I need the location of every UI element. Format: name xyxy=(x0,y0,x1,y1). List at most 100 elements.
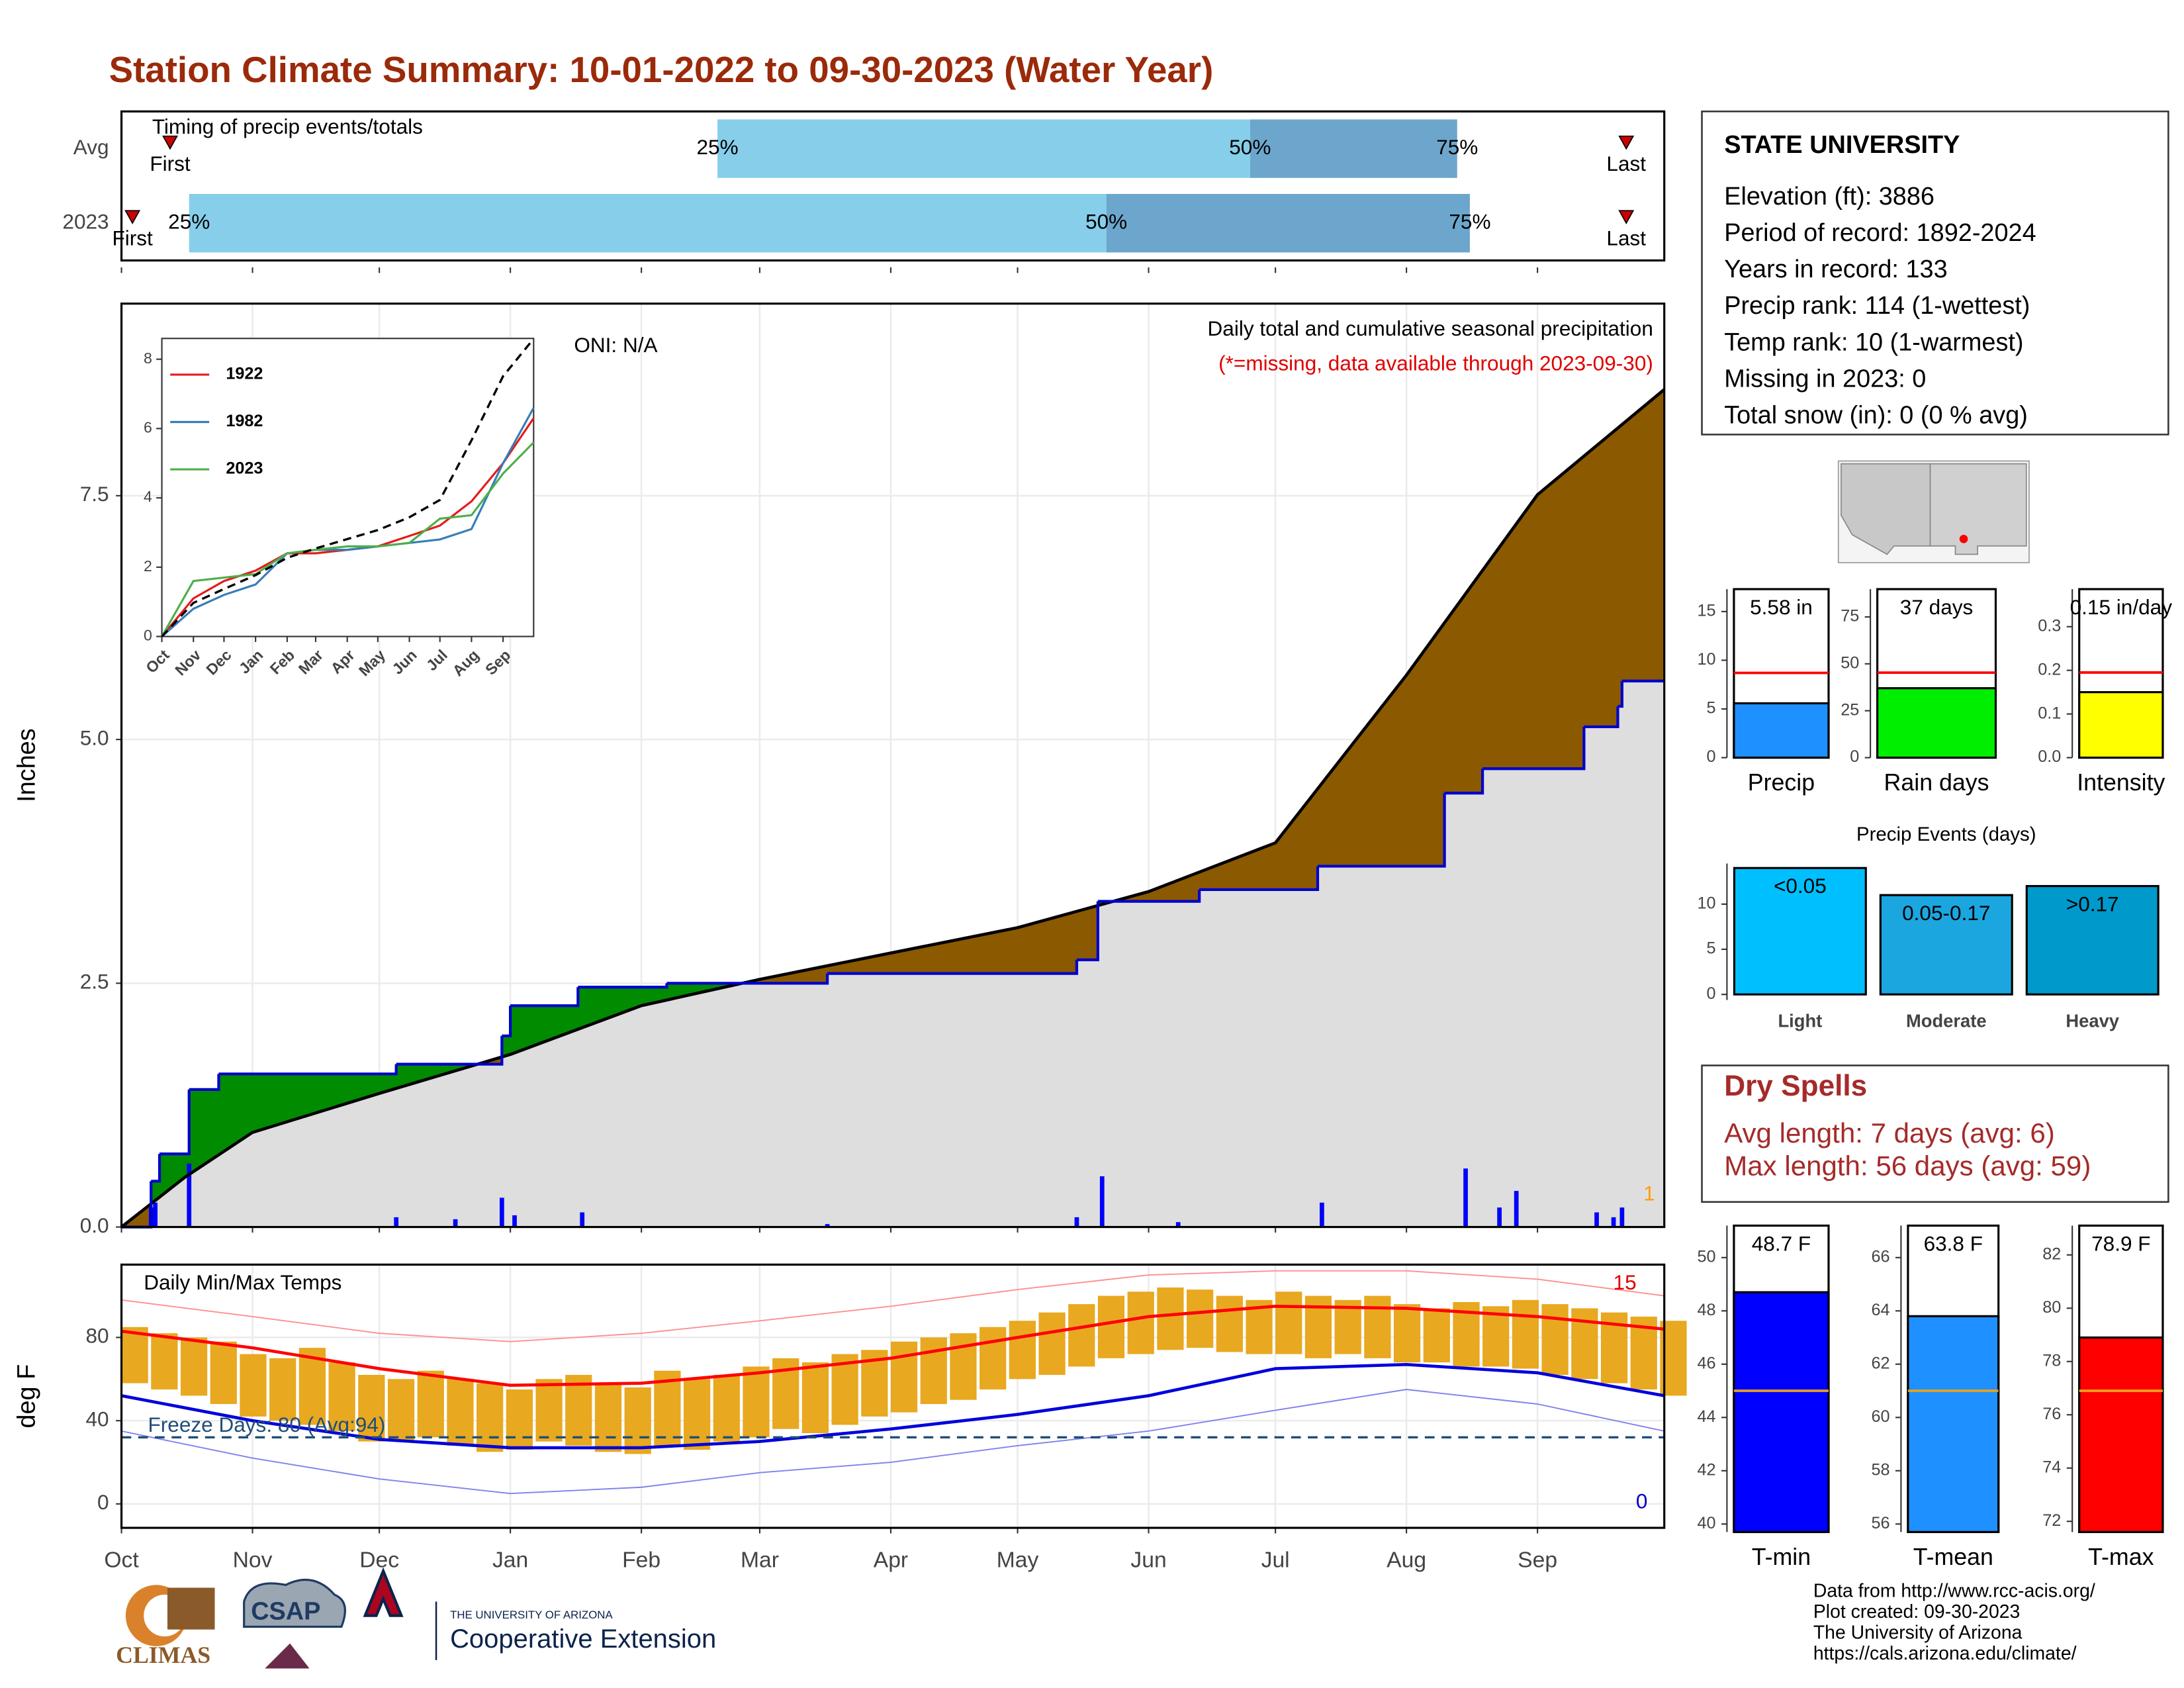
panel-title: Timing of precip events/totals xyxy=(152,115,423,138)
y-tick-label: 0.1 xyxy=(2038,704,2061,722)
temp-range-bar xyxy=(1512,1299,1539,1369)
timing-bar xyxy=(717,119,1250,178)
temp-range-bar xyxy=(683,1379,711,1450)
y-tick-label: 75 xyxy=(1841,607,1859,626)
y-tick-label: 10 xyxy=(1697,650,1715,669)
temp-range-bar xyxy=(328,1362,355,1431)
bar xyxy=(1879,894,2013,996)
value-label: 78.9 F xyxy=(2091,1231,2150,1255)
y-tick-label: 0 xyxy=(1707,984,1716,1003)
temp-range-bar xyxy=(594,1383,622,1452)
step-segment xyxy=(666,973,829,985)
step-segment xyxy=(502,1006,512,1037)
temp-range-bar xyxy=(831,1354,858,1425)
temp-range-bar xyxy=(713,1374,740,1442)
record-high-count: 15 xyxy=(1614,1270,1637,1294)
temp-range-bar xyxy=(1216,1295,1243,1352)
daily-bar xyxy=(1611,1217,1616,1227)
y-tick-label: 40 xyxy=(86,1407,109,1430)
temp-range-bar xyxy=(801,1362,829,1434)
y-tick-label: 0 xyxy=(1850,747,1859,766)
value-label: 5.58 in xyxy=(1750,595,1813,619)
step-segment xyxy=(827,959,1079,975)
info-line: Temp rank: 10 (1-warmest) xyxy=(1724,328,2023,356)
y-tick-label: 44 xyxy=(1697,1407,1715,1426)
info-line: Missing in 2023: 0 xyxy=(1724,365,1926,393)
row-label: 2023 xyxy=(62,209,109,233)
info-line: Total snow (in): 0 (0 % avg) xyxy=(1724,402,2028,430)
info-line: Precip rank: 114 (1-wettest) xyxy=(1724,292,2030,320)
y-tick-label: 82 xyxy=(2042,1244,2061,1263)
x-tick-label: Light xyxy=(1778,1011,1822,1031)
x-tick-label: T-mean xyxy=(1913,1544,1993,1570)
timing-marker xyxy=(162,135,178,150)
daily-bar xyxy=(1463,1168,1468,1227)
daily-bar xyxy=(825,1224,830,1227)
y-tick-label: 50 xyxy=(1697,1247,1715,1266)
temp-range-bar xyxy=(950,1333,977,1400)
y-tick-label: 8 xyxy=(144,350,152,367)
daily-bar xyxy=(580,1212,585,1227)
percentile-label: 50% xyxy=(1229,135,1271,159)
temp-range-bar xyxy=(1187,1289,1214,1348)
daily-bar xyxy=(512,1215,517,1227)
step-segment xyxy=(1199,866,1320,892)
info-line: Elevation (ft): 3886 xyxy=(1724,183,1934,211)
page-title: Station Climate Summary: 10-01-2022 to 0… xyxy=(109,49,1214,90)
bar xyxy=(2025,884,2160,996)
y-tick-label: 5 xyxy=(1707,939,1716,958)
dry-spell-line: Avg length: 7 days (avg: 6) xyxy=(1724,1117,2055,1149)
step-segment xyxy=(1444,769,1484,795)
bar xyxy=(1733,702,1830,759)
credit-line: Data from http://www.rcc-acis.org/ xyxy=(1813,1580,2095,1601)
timing-bar xyxy=(189,193,1107,253)
percentile-label: 25% xyxy=(168,209,210,233)
temp-range-bar xyxy=(121,1327,148,1383)
y-tick-label: 76 xyxy=(2042,1405,2061,1423)
record-min-line xyxy=(121,1389,1664,1495)
daily-bar xyxy=(394,1217,399,1227)
y-tick-label: 25 xyxy=(1841,700,1859,719)
value-label: 37 days xyxy=(1900,595,1974,619)
step-segment xyxy=(1584,706,1619,729)
value-label: 63.8 F xyxy=(1924,1231,1983,1255)
avg-max-line xyxy=(121,1304,1664,1387)
y-tick-label: 0.2 xyxy=(2038,660,2061,679)
x-tick-label: Jan xyxy=(492,1548,528,1572)
temp-range-bar xyxy=(890,1341,918,1413)
credit-line: The University of Arizona xyxy=(1813,1622,2023,1643)
y-axis-label: deg F xyxy=(13,1364,41,1429)
y-tick-label: 42 xyxy=(1697,1460,1715,1479)
panel-border xyxy=(120,303,1666,1229)
temp-range-bar xyxy=(1038,1312,1066,1375)
timing-marker xyxy=(124,210,141,224)
logo-text: THE UNIVERSITY OF ARIZONA xyxy=(450,1609,613,1621)
daily-bar xyxy=(499,1197,504,1227)
step-segment xyxy=(218,1064,398,1076)
panel-subtitle: (*=missing, data available through 2023-… xyxy=(1218,352,1653,375)
y-tick-label: 2 xyxy=(144,557,152,575)
step-segment xyxy=(1097,889,1201,903)
y-tick-label: 0 xyxy=(1707,747,1716,766)
state-map xyxy=(1837,460,2030,563)
percentile-label: 25% xyxy=(697,135,739,159)
x-tick-label: Precip xyxy=(1748,769,1815,796)
count-label: 1 xyxy=(1643,1182,1655,1205)
temp-range-bar xyxy=(447,1379,474,1446)
daily-bar xyxy=(1594,1212,1599,1227)
row-label: Avg xyxy=(73,135,109,159)
panel-title: Daily total and cumulative seasonal prec… xyxy=(1208,316,1653,340)
temp-range-bar xyxy=(269,1358,296,1421)
daily-bar xyxy=(153,1202,158,1227)
chart-title: Precip Events (days) xyxy=(1856,823,2036,845)
temp-range-bar xyxy=(180,1337,208,1396)
percentile-label: 75% xyxy=(1449,209,1490,233)
y-tick-label: 40 xyxy=(1697,1514,1715,1532)
temp-range-bar xyxy=(1423,1308,1450,1363)
step-segment xyxy=(1617,680,1623,708)
x-tick-label: Mar xyxy=(741,1548,779,1572)
step-segment xyxy=(396,1035,504,1066)
y-axis-label: Inches xyxy=(13,728,41,802)
y-tick-label: 48 xyxy=(1697,1301,1715,1319)
